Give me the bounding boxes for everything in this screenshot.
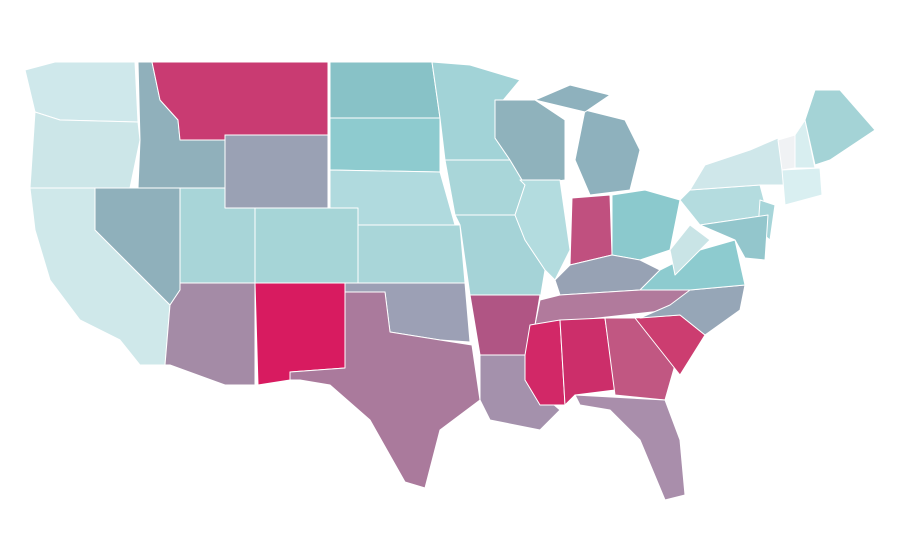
region	[604, 317, 676, 401]
region	[289, 291, 481, 489]
region	[151, 61, 329, 141]
region	[574, 394, 686, 501]
region	[699, 214, 769, 261]
region	[444, 159, 526, 216]
region	[559, 317, 616, 406]
region	[514, 179, 571, 281]
region	[329, 117, 441, 173]
region	[679, 184, 769, 226]
region	[29, 111, 141, 189]
region	[639, 284, 746, 336]
region	[804, 89, 876, 166]
region	[574, 109, 641, 196]
region	[669, 224, 711, 276]
region	[569, 194, 613, 266]
region	[781, 167, 823, 206]
region	[534, 84, 611, 113]
region	[24, 61, 139, 123]
region	[329, 61, 441, 119]
region	[224, 134, 329, 209]
region	[689, 137, 786, 191]
region	[254, 207, 359, 284]
region	[357, 224, 466, 284]
region	[164, 282, 256, 386]
